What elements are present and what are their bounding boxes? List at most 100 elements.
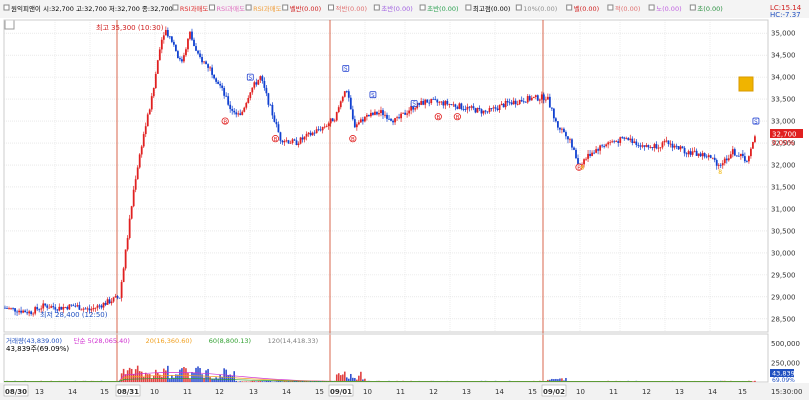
lc-readout: LC:15.14 [770,4,802,12]
volume-bar [341,374,344,382]
buy-signal-marker[interactable] [575,163,583,171]
legend-checkbox[interactable] [3,4,10,11]
legend-checkbox[interactable] [209,4,215,11]
legend-item: 벨(0.00) [574,5,600,13]
legend-item: 적반(0.00) [336,4,368,13]
candle-body [641,145,644,147]
volume-bar [549,379,551,382]
legend-checkbox[interactable] [566,4,573,11]
sell-signal-marker[interactable] [246,73,254,81]
volume-bar [356,379,358,382]
time-tick-label: 11 [396,388,405,396]
candle-body [466,106,469,110]
candle-body [697,153,700,156]
candle-body [721,163,724,166]
candle-body [261,76,264,81]
volume-bar [335,374,338,382]
volume-bar [146,374,149,382]
legend-item: 초(0.00) [697,5,723,13]
volume-bar [203,377,205,382]
legend-checkbox[interactable] [465,4,472,11]
sell-signal-marker[interactable] [752,117,760,125]
candle-body [378,113,380,115]
candle-body [593,152,595,154]
candle-body [259,76,262,80]
price-tag-value: 32,700 [772,131,797,139]
candle-body [40,308,43,310]
legend-checkbox[interactable] [172,4,179,11]
candle-body [406,113,409,115]
candle-body [424,99,427,105]
volume-bar [350,373,352,382]
time-tick-label: 08/30 [5,388,27,396]
candle-body [108,299,111,304]
price-tag-pct: 0.00% [772,139,795,147]
price-tick-label: 35,000 [771,30,796,38]
candle-body [603,146,606,147]
candle-body [30,311,33,314]
volume-bar [297,381,300,382]
candle-body [94,307,97,309]
candle-body [500,103,503,106]
volume-bar [207,368,209,382]
candle-body [679,146,682,150]
candle-body [251,87,254,93]
candle-body [80,309,83,311]
buy-signal-marker[interactable] [453,113,461,121]
signal-label: B [436,115,440,121]
price-tick-label: 30,000 [771,249,796,257]
volume-bar [183,366,185,382]
candle-body [303,136,306,140]
volume-bar [559,378,561,382]
candle-body [88,308,91,311]
candle-body [287,140,290,144]
volume-bar [267,380,270,382]
sell-signal-marker[interactable] [369,91,377,99]
volume-legend-item: 단순 5(28,065.40) [74,336,130,345]
candle-body [440,101,443,103]
sell-signal-marker[interactable] [410,100,418,107]
legend-checkbox[interactable] [245,4,252,11]
candle-body [651,147,654,148]
legend-checkbox[interactable] [419,4,426,11]
legend-checkbox[interactable] [689,4,696,11]
candle-body [565,132,567,137]
alert-marker-icon[interactable] [738,76,754,92]
candle-body [380,110,382,114]
candle-body [335,112,338,121]
volume-bar [279,381,282,382]
legend-checkbox[interactable] [373,4,380,11]
price-tick-label: 32,000 [771,162,796,170]
candle-body [50,306,53,308]
panel-toggle-icon[interactable] [4,19,15,30]
candle-body [633,141,636,143]
buy-signal-marker[interactable] [271,135,280,143]
legend-checkbox[interactable] [607,4,614,11]
sell-signal-marker[interactable] [342,64,350,72]
buy-signal-marker[interactable] [221,117,229,125]
candle-body [86,308,89,310]
candle-body [575,149,577,159]
legend-checkbox[interactable] [328,4,334,11]
legend-checkbox[interactable] [282,4,289,11]
candle-body [667,140,670,145]
buy-signal-marker[interactable] [434,113,442,121]
candle-body [132,189,135,207]
volume-bar [565,377,567,382]
candle-body [170,36,173,42]
candle-body [653,144,656,148]
candle-body [110,301,113,304]
candle-body [536,95,539,101]
candle-body [693,150,696,152]
candle-body [66,306,69,310]
legend-checkbox[interactable] [648,4,655,11]
candle-body [484,110,487,112]
legend-checkbox[interactable] [515,4,522,11]
candle-body [498,105,501,111]
candle-body [122,268,125,283]
candle-body [349,97,352,110]
buy-signal-marker[interactable] [349,135,357,143]
price-tick-label: 34,000 [771,74,796,82]
candle-body [528,96,531,101]
